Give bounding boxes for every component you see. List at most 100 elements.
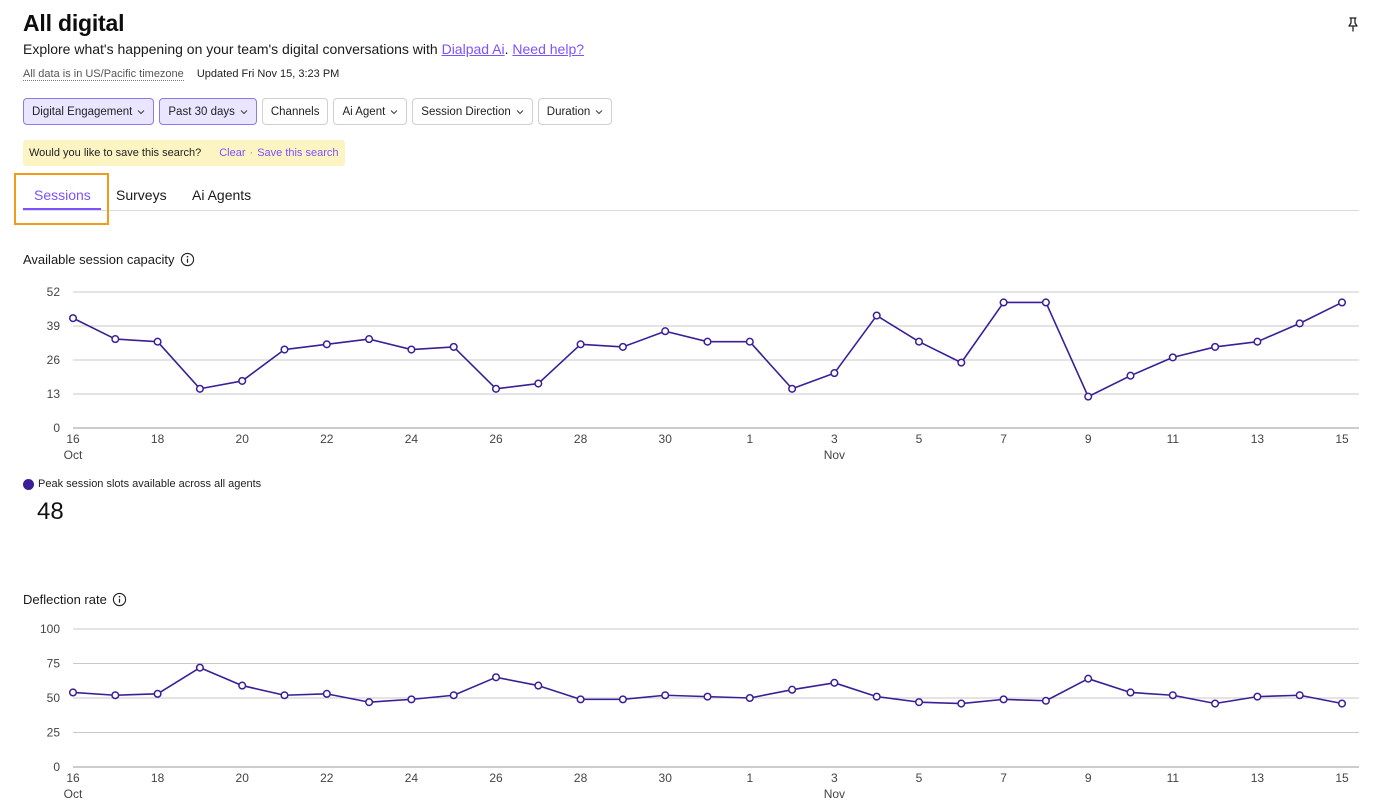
- filter-label: Digital Engagement: [32, 105, 133, 118]
- legend-label: Peak session slots available across all …: [38, 478, 262, 490]
- y-tick-label: 25: [47, 726, 61, 740]
- data-point: [872, 311, 881, 320]
- data-point: [999, 298, 1008, 307]
- y-tick-label: 13: [47, 387, 61, 401]
- data-point: [68, 688, 78, 697]
- x-tick-label: 30: [659, 771, 673, 785]
- filter-date-range[interactable]: Past 30 days: [159, 98, 257, 125]
- x-tick-label: 5: [916, 771, 923, 785]
- x-tick-label: 13: [1251, 432, 1265, 446]
- month-label: Nov: [824, 787, 845, 801]
- y-tick-label: 0: [53, 760, 60, 774]
- filter-ai-agent[interactable]: Ai Agent: [333, 98, 408, 125]
- filter-channels[interactable]: Channels: [261, 98, 329, 125]
- x-tick-label: 20: [236, 432, 250, 446]
- y-tick-label: 75: [47, 657, 61, 671]
- data-point: [618, 342, 627, 351]
- capacity-section-title: Available session capacity: [23, 252, 195, 267]
- data-point: [1211, 342, 1220, 351]
- x-tick-label: 7: [1000, 432, 1007, 446]
- chevron-down-icon: [595, 109, 603, 114]
- data-point: [703, 692, 712, 701]
- tab-ai-agents[interactable]: Ai Agents: [192, 187, 252, 203]
- info-icon[interactable]: [180, 252, 195, 267]
- data-point: [1168, 691, 1177, 700]
- data-point: [957, 358, 966, 367]
- data-point: [491, 384, 501, 393]
- data-point: [957, 699, 966, 708]
- clear-search-link[interactable]: Clear: [219, 147, 246, 159]
- filter-label: Session Direction: [421, 105, 511, 118]
- data-point: [280, 691, 289, 700]
- x-tick-label: 24: [405, 771, 419, 785]
- x-tick-label: 16: [66, 771, 80, 785]
- chevron-down-icon: [137, 109, 145, 114]
- x-tick-label: 3: [831, 771, 838, 785]
- data-point: [1253, 692, 1262, 701]
- chevron-down-icon: [390, 109, 398, 114]
- dialpad-ai-link[interactable]: Dialpad Ai: [441, 41, 505, 57]
- x-tick-label: 22: [320, 771, 334, 785]
- filter-label: Past 30 days: [168, 105, 235, 118]
- x-tick-label: 13: [1251, 771, 1265, 785]
- x-tick-label: 28: [574, 771, 588, 785]
- pin-icon[interactable]: [1345, 16, 1361, 32]
- x-tick-label: 26: [489, 771, 503, 785]
- data-point: [1126, 371, 1135, 380]
- y-tick-label: 39: [47, 319, 61, 333]
- save-search-bar: Would you like to save this search? Clea…: [23, 140, 345, 166]
- need-help-link[interactable]: Need help?: [512, 41, 585, 57]
- x-tick-label: 1: [746, 432, 753, 446]
- capacity-legend: Peak session slots available across all …: [23, 478, 261, 490]
- capacity-summary-value: 48: [37, 498, 64, 525]
- data-point: [576, 695, 585, 704]
- x-tick-label: 11: [1167, 771, 1180, 785]
- x-tick-label: 28: [574, 432, 588, 446]
- page-subtitle: Explore what's happening on your team's …: [23, 41, 584, 57]
- x-tick-label: 24: [405, 432, 419, 446]
- data-point: [153, 337, 162, 346]
- filter-session-direction[interactable]: Session Direction: [412, 98, 533, 125]
- data-point: [576, 340, 585, 349]
- x-tick-label: 9: [1085, 432, 1092, 446]
- page-title: All digital: [23, 10, 125, 36]
- x-tick-label: 5: [916, 432, 923, 446]
- data-point: [365, 698, 374, 707]
- save-search-link[interactable]: Save this search: [257, 147, 339, 159]
- filter-digital-engagement[interactable]: Digital Engagement: [23, 98, 155, 125]
- data-point: [872, 692, 881, 701]
- y-tick-label: 50: [47, 691, 61, 705]
- chevron-down-icon: [240, 109, 248, 114]
- x-tick-label: 22: [320, 432, 334, 446]
- data-point: [1041, 696, 1050, 705]
- data-point: [661, 691, 670, 700]
- data-point: [449, 691, 458, 700]
- data-point: [68, 314, 78, 323]
- x-tick-label: 7: [1000, 771, 1007, 785]
- capacity-title: Available session capacity: [23, 252, 175, 267]
- x-tick-label: 16: [66, 432, 80, 446]
- data-point: [238, 376, 247, 385]
- data-point: [153, 689, 162, 698]
- data-point: [407, 695, 416, 704]
- data-point: [1126, 688, 1135, 697]
- filter-label: Ai Agent: [342, 105, 386, 118]
- data-point: [1253, 337, 1262, 346]
- data-point: [914, 698, 924, 707]
- data-point: [1295, 691, 1304, 700]
- filter-label: Duration: [546, 105, 591, 118]
- separator-dot: ·: [249, 147, 254, 159]
- active-tab-underline: [23, 208, 101, 210]
- x-tick-label: 18: [151, 432, 165, 446]
- tab-sessions[interactable]: Sessions: [34, 187, 91, 203]
- data-point: [830, 369, 839, 378]
- save-search-prompt: Would you like to save this search?: [29, 147, 202, 159]
- data-point: [280, 345, 289, 354]
- y-tick-label: 52: [47, 285, 61, 299]
- tab-surveys[interactable]: Surveys: [116, 187, 167, 203]
- filter-duration[interactable]: Duration: [537, 98, 613, 125]
- data-point: [534, 681, 543, 690]
- updated-timestamp: Updated Fri Nov 15, 3:23 PM: [196, 68, 340, 80]
- info-icon[interactable]: [112, 592, 127, 607]
- data-point: [999, 695, 1008, 704]
